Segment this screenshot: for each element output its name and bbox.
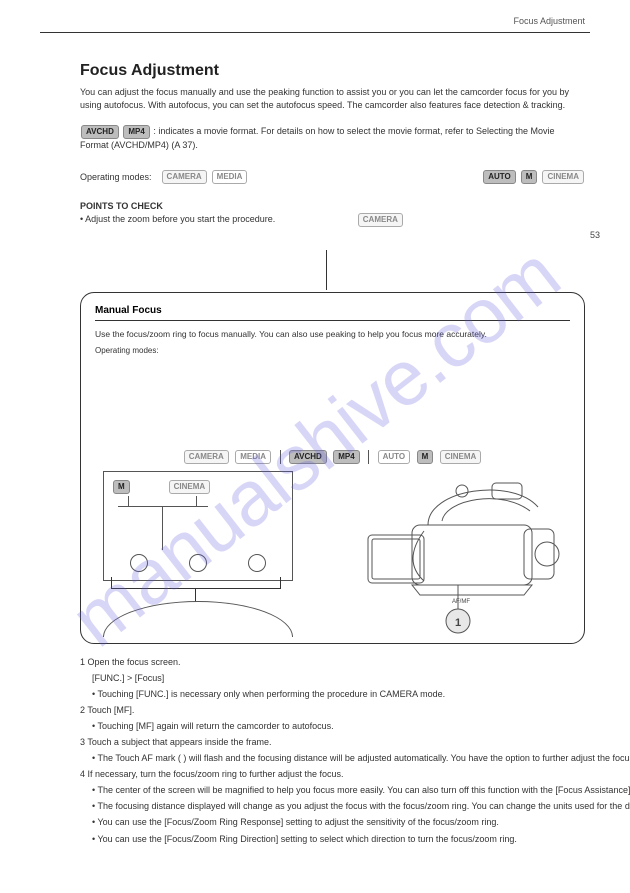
badge-media: MEDIA — [212, 170, 248, 184]
scr-tick-2 — [196, 496, 197, 506]
s4: 4 If necessary, turn the focus/zoom ring… — [80, 768, 343, 781]
scr-drop — [162, 506, 163, 550]
scr-line — [118, 506, 208, 507]
scr-btn-1 — [130, 554, 148, 572]
badge-mp4: MP4 — [123, 125, 149, 139]
operating-modes-row: Operating modes: CAMERA MEDIA AUTO M CIN… — [80, 170, 585, 184]
s4d: • You can use the [Focus/Zoom Ring Direc… — [92, 833, 517, 846]
scr-cinema: CINEMA — [169, 480, 211, 494]
s4a: • The center of the screen will be magni… — [92, 784, 630, 797]
fb-m: M — [417, 450, 434, 464]
lcd-mock: M CINEMA — [103, 471, 293, 581]
running-header: Focus Adjustment — [513, 16, 585, 26]
frame-rule — [95, 320, 570, 321]
callout-num: 1 — [455, 617, 461, 629]
fb-mp4: MP4 — [333, 450, 359, 464]
opmodes-label: Operating modes: — [80, 172, 152, 182]
s3a: • The Touch AF mark ( ) will flash and t… — [92, 752, 630, 765]
points-heading: POINTS TO CHECK — [80, 201, 163, 211]
s4b: • The focusing distance displayed will c… — [92, 800, 630, 813]
fb-avchd: AVCHD — [289, 450, 327, 464]
s1: 1 Open the focus screen. — [80, 656, 181, 669]
connector-line — [326, 250, 327, 290]
top-rule — [40, 32, 590, 33]
frame-p1: Use the focus/zoom ring to focus manuall… — [95, 329, 570, 341]
s4c: • You can use the [Focus/Zoom Ring Respo… — [92, 816, 499, 829]
badge-camera: CAMERA — [162, 170, 207, 184]
s2a: • Touching [MF] again will return the ca… — [92, 720, 334, 733]
s1a: [FUNC.] > [Focus] — [92, 672, 164, 685]
fb-auto: AUTO — [378, 450, 411, 464]
section-title: Focus Adjustment — [80, 62, 219, 80]
intro-suffix: : indicates a movie format. For details … — [80, 126, 555, 149]
manual-focus-frame: Manual Focus Use the focus/zoom ring to … — [80, 292, 585, 644]
afmf-label: AF/MF — [452, 599, 470, 605]
frame-opmodes-label: Operating modes: — [95, 345, 570, 356]
fb-cinema: CINEMA — [440, 450, 482, 464]
badge-auto: AUTO — [483, 170, 516, 184]
camcorder-illustration: AF/MF 1 — [342, 469, 572, 637]
frame-title: Manual Focus — [95, 305, 570, 316]
intro-para: You can adjust the focus manually and us… — [80, 86, 585, 152]
scr-m: M — [113, 480, 130, 494]
fb-camera: CAMERA — [184, 450, 229, 464]
fb-media: MEDIA — [235, 450, 271, 464]
bracket — [111, 577, 281, 589]
points-text: • Adjust the zoom before you start the p… — [80, 214, 275, 224]
intro-text: You can adjust the focus manually and us… — [80, 87, 569, 110]
curve-mask — [103, 601, 293, 637]
scr-btn-3 — [248, 554, 266, 572]
s2: 2 Touch [MF]. — [80, 704, 134, 717]
points-to-check: POINTS TO CHECK • Adjust the zoom before… — [80, 200, 585, 227]
steps: 1 Open the focus screen. [FUNC.] > [Focu… — [80, 656, 585, 849]
s3: 3 Touch a subject that appears inside th… — [80, 736, 271, 749]
badge-cinema: CINEMA — [542, 170, 584, 184]
scr-btn-2 — [189, 554, 207, 572]
page-number: 53 — [590, 230, 600, 240]
badge-camera-inline: CAMERA — [358, 213, 403, 227]
scr-tick-1 — [128, 496, 129, 506]
s1b: • Touching [FUNC.] is necessary only whe… — [92, 688, 445, 701]
frame-badge-row: CAMERA MEDIA AVCHD MP4 AUTO M CINEMA — [81, 448, 584, 466]
badge-avchd: AVCHD — [81, 125, 119, 139]
badge-m: M — [521, 170, 538, 184]
